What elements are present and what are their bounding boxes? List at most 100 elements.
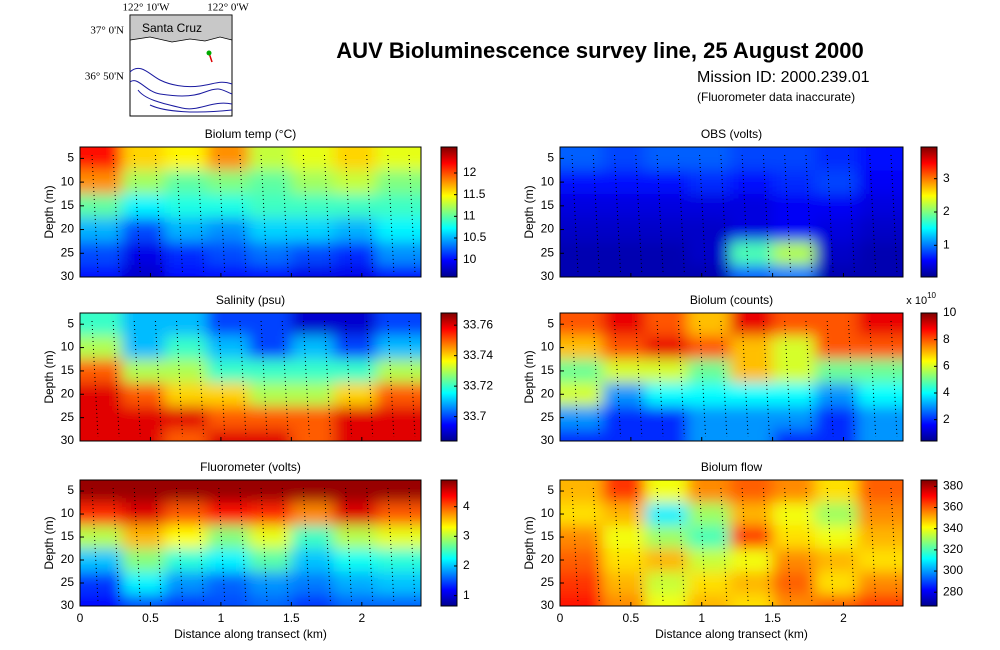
y-tick-label: 20	[61, 552, 75, 566]
cell	[375, 241, 421, 266]
cell	[333, 548, 377, 573]
x-tick-label: 1.5	[764, 611, 781, 625]
colorbar-tick-label: 11	[463, 209, 476, 223]
cell	[687, 193, 731, 219]
cell	[206, 217, 250, 242]
auv-track	[592, 320, 600, 438]
auv-track	[805, 320, 813, 438]
colorbar-tick-label: 10.5	[463, 230, 487, 244]
cell	[249, 241, 292, 266]
cell	[815, 480, 859, 504]
cell	[560, 480, 604, 504]
cell	[645, 548, 689, 573]
heatmap	[560, 313, 903, 441]
cell	[80, 571, 123, 596]
cell	[291, 241, 335, 266]
y-tick-label: 25	[61, 410, 75, 424]
x-axis-label: Distance along transect (km)	[174, 627, 327, 641]
y-tick-label: 25	[541, 410, 555, 424]
cell	[560, 405, 604, 430]
auv-track	[366, 320, 374, 438]
cell	[602, 548, 646, 573]
cell	[80, 525, 123, 550]
cell	[772, 265, 816, 277]
y-axis-label: Depth (m)	[522, 350, 536, 403]
y-tick-label: 25	[61, 245, 75, 259]
heatmap	[80, 147, 421, 277]
cell	[857, 193, 903, 219]
cell	[333, 147, 377, 171]
cell	[772, 594, 816, 606]
colorbar-tick-label: 33.74	[463, 348, 493, 362]
cell	[206, 265, 250, 277]
cell	[857, 170, 903, 195]
lat-label: 37° 0'N	[90, 25, 124, 37]
panel: Biolum temp (°C) 5 10 15 20 25 30 Depth (m) 10 10…	[42, 127, 487, 283]
cell	[333, 502, 377, 527]
y-axis-label: Depth (m)	[522, 516, 536, 569]
cell	[206, 480, 250, 504]
auv-track	[239, 320, 247, 438]
cell	[164, 429, 208, 441]
cell	[291, 217, 335, 242]
cell	[815, 241, 859, 266]
y-tick-label: 5	[67, 483, 74, 497]
cell	[730, 480, 774, 504]
y-tick-label: 10	[61, 340, 75, 354]
cell	[80, 429, 123, 441]
cell	[291, 502, 335, 527]
cell	[815, 405, 859, 430]
cell	[375, 525, 421, 550]
cell	[122, 382, 166, 407]
x-tick-label: 1	[218, 611, 225, 625]
cell	[560, 571, 604, 596]
cell	[333, 429, 377, 441]
cell	[602, 429, 646, 441]
cell	[164, 548, 208, 573]
cell	[375, 313, 421, 337]
cell	[815, 335, 859, 360]
cell	[375, 359, 421, 384]
cell	[206, 429, 250, 441]
cell	[602, 594, 646, 606]
cell	[206, 147, 250, 171]
cell	[815, 548, 859, 573]
cell	[333, 405, 377, 430]
cell	[730, 265, 774, 277]
cell	[602, 480, 646, 504]
cell	[772, 382, 816, 407]
cell	[122, 525, 166, 550]
cell	[560, 429, 604, 441]
auv-track	[826, 320, 834, 438]
cell	[560, 359, 604, 384]
cell	[687, 382, 731, 407]
auv-track	[345, 320, 353, 438]
cell	[815, 217, 859, 242]
cell	[730, 359, 774, 384]
cell	[80, 594, 123, 606]
colorbar-tick-label: 340	[943, 521, 963, 535]
auv-track	[677, 320, 685, 438]
y-tick-label: 30	[541, 598, 555, 612]
y-tick-label: 25	[541, 245, 555, 259]
scale-exponent: 10	[927, 291, 936, 300]
x-tick-label: 2	[358, 611, 365, 625]
cell	[857, 313, 903, 337]
auv-track	[741, 320, 749, 438]
panel-title: OBS (volts)	[701, 127, 762, 141]
y-tick-label: 30	[541, 269, 555, 283]
y-tick-label: 5	[547, 151, 554, 165]
colorbar-scale: x 1010	[906, 291, 936, 307]
cell	[291, 313, 335, 337]
heatmap-clip	[80, 480, 421, 606]
cell	[687, 359, 731, 384]
cell	[122, 335, 166, 360]
y-tick-label: 20	[541, 386, 555, 400]
cell	[80, 548, 123, 573]
cell	[857, 571, 903, 596]
y-tick-label: 25	[61, 575, 75, 589]
cell	[772, 335, 816, 360]
cell	[291, 548, 335, 573]
cell	[602, 382, 646, 407]
x-tick-label: 0.5	[142, 611, 159, 625]
